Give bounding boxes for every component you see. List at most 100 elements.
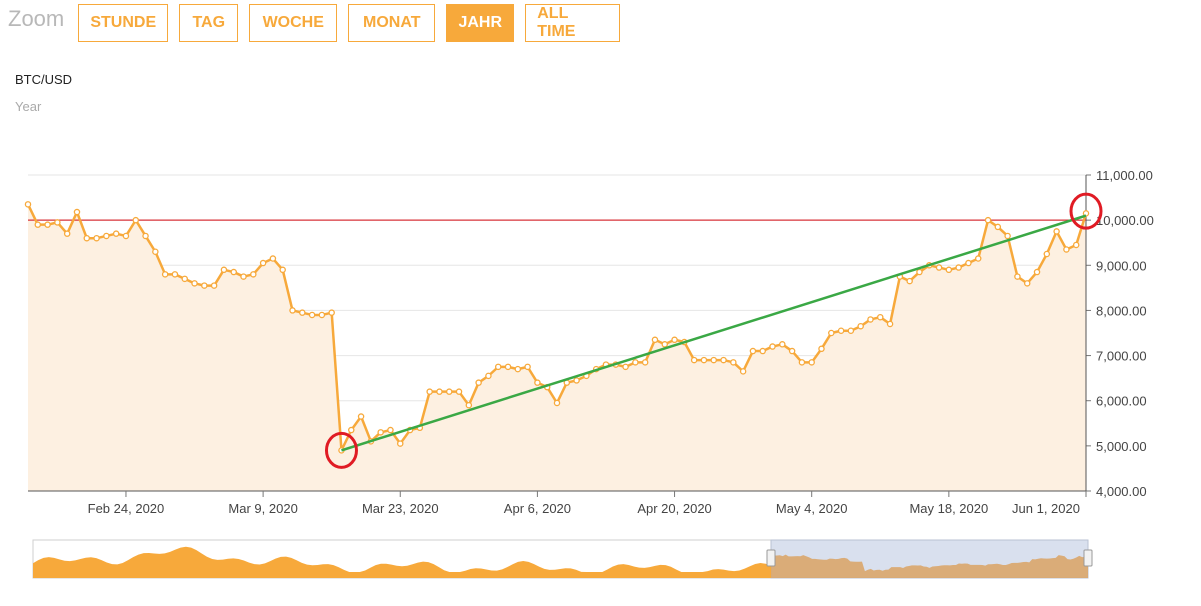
x-tick-label: Jun 1, 2020: [1012, 501, 1080, 516]
data-point: [348, 426, 355, 434]
highlight-circle: [1069, 192, 1103, 230]
data-point: [240, 273, 247, 280]
highlight-circle: [324, 431, 358, 469]
data-point: [965, 259, 972, 267]
y-tick-label: 7,000.00: [1096, 349, 1147, 364]
data-point: [632, 359, 639, 366]
data-point: [828, 329, 835, 337]
data-point: [798, 359, 806, 366]
data-point: [1053, 228, 1060, 235]
data-point: [1063, 246, 1070, 253]
data-point: [171, 271, 179, 278]
zoom-bar: Zoom STUNDE TAG WOCHE MONAT JAHR ALL TIM…: [8, 4, 631, 42]
x-tick-label: Apr 6, 2020: [504, 501, 571, 516]
data-point: [377, 429, 384, 436]
data-point: [818, 345, 825, 353]
data-point: [201, 282, 208, 289]
data-point: [808, 359, 815, 366]
data-point: [779, 341, 786, 348]
data-point: [847, 327, 855, 334]
zoom-button-woche[interactable]: WOCHE: [249, 4, 338, 42]
data-point: [945, 266, 953, 274]
data-point: [730, 359, 737, 366]
navigator-handle[interactable]: [766, 549, 776, 567]
data-point: [534, 379, 541, 386]
zoom-button-tag[interactable]: TAG: [179, 4, 239, 42]
data-point: [485, 372, 492, 380]
data-point: [152, 248, 159, 255]
data-point: [916, 268, 923, 276]
data-point: [269, 255, 277, 262]
data-point: [661, 341, 669, 348]
zoom-button-monat[interactable]: MONAT: [348, 4, 436, 42]
data-point: [514, 365, 522, 373]
data-point: [739, 368, 747, 375]
y-tick-label: 5,000.00: [1096, 439, 1147, 454]
data-point: [788, 347, 796, 355]
data-point: [465, 401, 473, 409]
data-point: [289, 307, 296, 314]
data-point: [230, 268, 237, 276]
data-point: [710, 356, 717, 364]
x-tick-label: May 18, 2020: [909, 501, 988, 516]
y-tick-label: 4,000.00: [1096, 484, 1147, 499]
data-point: [161, 271, 169, 278]
data-point: [34, 221, 42, 228]
data-point: [1004, 232, 1011, 240]
zoom-button-stunde[interactable]: STUNDE: [78, 4, 169, 42]
data-point: [1014, 273, 1021, 280]
price-chart[interactable]: 4,000.00 5,000.00 6,000.00 7,000.00 8,000.00…: [0, 160, 1201, 600]
data-point: [24, 201, 32, 208]
data-point: [73, 208, 81, 216]
data-point: [867, 316, 874, 323]
data-point: [974, 255, 982, 262]
data-point: [279, 266, 286, 274]
data-point: [877, 313, 884, 321]
data-point: [132, 216, 140, 224]
y-tick-label: 11,000.00: [1096, 168, 1153, 183]
data-point: [426, 388, 433, 395]
data-point: [250, 271, 257, 278]
y-tick-label: 8,000.00: [1096, 303, 1147, 318]
data-point: [769, 343, 776, 350]
data-point: [318, 311, 326, 319]
data-point: [436, 388, 443, 395]
x-tick-label: May 4, 2020: [776, 501, 848, 516]
x-tick-label: Mar 9, 2020: [228, 501, 297, 516]
navigator-area-selected: [771, 554, 1088, 578]
data-point: [455, 388, 463, 395]
data-point: [299, 309, 306, 316]
data-point: [984, 216, 992, 224]
data-point: [759, 347, 766, 355]
data-point: [328, 309, 335, 316]
chart-subtitle: Year: [15, 99, 42, 114]
x-tick-label: Feb 24, 2020: [88, 501, 165, 516]
data-point: [553, 399, 561, 407]
x-tick-label: Apr 20, 2020: [637, 501, 711, 516]
data-point: [641, 359, 649, 366]
navigator-area-history: [33, 546, 771, 578]
data-point: [54, 219, 61, 226]
data-point: [700, 356, 708, 364]
data-point: [720, 356, 727, 364]
data-point: [387, 426, 394, 434]
data-point: [63, 230, 71, 237]
data-point: [994, 223, 1002, 231]
data-point: [906, 277, 913, 285]
data-point: [651, 336, 659, 344]
navigator-handle[interactable]: [1083, 549, 1093, 567]
data-point: [122, 232, 130, 240]
data-point: [181, 275, 188, 283]
data-point: [103, 232, 110, 240]
data-point: [191, 280, 198, 287]
data-point: [622, 363, 629, 371]
data-point: [445, 388, 453, 395]
zoom-button-jahr[interactable]: JAHR: [446, 4, 515, 42]
data-point: [308, 311, 316, 319]
zoom-button-all-time[interactable]: ALL TIME: [525, 4, 621, 42]
data-point: [690, 356, 698, 364]
data-point: [1043, 250, 1051, 258]
data-point: [142, 232, 149, 240]
data-point: [210, 282, 218, 289]
trend-line: [341, 214, 1087, 452]
